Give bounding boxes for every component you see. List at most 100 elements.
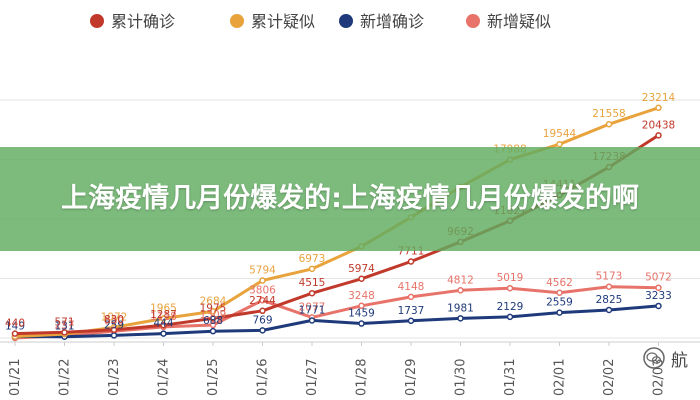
data-label-2-5: 769: [252, 314, 272, 326]
x-tick-label-4: 01/25: [206, 359, 221, 396]
data-label-0-7: 5974: [348, 263, 375, 275]
legend-marker-0[interactable]: [90, 14, 104, 28]
data-point-0-5[interactable]: [259, 307, 266, 315]
data-label-0-13: 20438: [642, 119, 675, 131]
data-label-3-7: 3248: [348, 290, 375, 302]
legend-label-3: 新增疑似: [487, 12, 551, 31]
data-point-3-9[interactable]: [457, 287, 464, 294]
data-label-3-2: 680: [104, 315, 124, 327]
data-point-2-12[interactable]: [605, 306, 613, 314]
data-point-1-6[interactable]: [308, 265, 316, 273]
data-point-2-2[interactable]: [110, 332, 118, 339]
x-tick-label-7: 01/28: [355, 359, 370, 396]
series-line-1: [14, 106, 659, 338]
watermark-text: 航: [671, 350, 688, 371]
x-tick-label-9: 01/30: [454, 359, 469, 396]
data-label-2-8: 1737: [398, 305, 425, 317]
watermark: 航: [643, 343, 700, 373]
data-point-2-13[interactable]: [655, 302, 662, 310]
data-label-2-12: 2825: [596, 294, 623, 306]
data-label-3-10: 5019: [497, 272, 524, 284]
data-point-2-11[interactable]: [556, 309, 563, 316]
data-label-1-13: 23214: [642, 92, 676, 104]
data-point-0-8[interactable]: [407, 258, 415, 265]
data-point-0-7[interactable]: [358, 275, 365, 283]
data-point-2-4[interactable]: [209, 327, 217, 335]
data-label-1-3: 1965: [150, 303, 177, 315]
series-line-3: [14, 285, 659, 340]
data-point-3-13[interactable]: [655, 284, 662, 291]
data-point-0-1[interactable]: [61, 329, 68, 336]
data-point-0-6[interactable]: [308, 289, 316, 297]
data-label-3-13: 5072: [645, 272, 672, 284]
data-label-2-0: 149: [5, 321, 25, 333]
x-tick-label-10: 01/31: [503, 359, 518, 396]
data-point-3-11[interactable]: [556, 289, 563, 297]
data-label-0-3: 1287: [150, 309, 177, 321]
data-label-1-4: 2684: [200, 295, 227, 307]
x-tick-label-11: 02/01: [553, 359, 568, 396]
data-point-0-2[interactable]: [110, 326, 118, 334]
data-label-3-3: 1118: [150, 311, 177, 323]
legend-label-1: 累计疑似: [251, 12, 315, 31]
data-label-2-4: 688: [203, 315, 223, 327]
data-point-3-7[interactable]: [358, 302, 365, 310]
legend-marker-2[interactable]: [339, 14, 353, 28]
data-label-0-6: 4515: [299, 277, 326, 289]
data-label-2-9: 1981: [447, 302, 474, 314]
data-point-0-13[interactable]: [655, 132, 662, 139]
wechat-icon: [643, 347, 665, 369]
data-label-1-5: 5794: [249, 265, 276, 277]
data-point-1-11[interactable]: [556, 140, 563, 148]
data-point-3-4[interactable]: [209, 321, 217, 329]
x-tick-label-3: 01/24: [157, 359, 172, 396]
data-point-0-3[interactable]: [160, 321, 167, 329]
data-label-3-4: 1309: [200, 309, 227, 321]
x-axis: 01/21 01/22 01/23 01/24 01/25 01/26 01/27 01/28…: [8, 342, 667, 396]
data-label-3-9: 4812: [447, 274, 474, 286]
legend-marker-3[interactable]: [466, 14, 480, 28]
data-point-1-5[interactable]: [259, 277, 266, 284]
data-point-1-13[interactable]: [655, 104, 662, 112]
data-label-2-7: 1459: [348, 308, 375, 320]
series-line-2: [14, 304, 659, 339]
data-point-3-8[interactable]: [407, 293, 415, 301]
legend-marker-1[interactable]: [230, 14, 244, 28]
data-point-2-10[interactable]: [506, 313, 514, 321]
data-point-3-5[interactable]: [259, 297, 266, 304]
data-label-1-2: 1072: [101, 311, 128, 323]
data-label-3-6: 2077: [299, 301, 326, 313]
data-label-2-11: 2559: [546, 297, 573, 309]
data-point-3-12[interactable]: [605, 283, 613, 290]
data-point-2-9[interactable]: [457, 315, 464, 322]
data-label-3-1: 257: [54, 319, 74, 331]
data-point-2-6[interactable]: [308, 317, 316, 324]
data-label-0-0: 440: [5, 318, 25, 330]
data-label-2-2: 259: [104, 319, 124, 331]
data-label-0-1: 571: [54, 316, 74, 328]
data-label-0-5: 2744: [249, 295, 276, 307]
data-label-1-6: 6973: [299, 253, 326, 265]
data-point-0-0[interactable]: [11, 330, 19, 337]
title-banner: 上海疫情几月份爆发的:上海疫情几月份爆发的啊: [0, 147, 700, 251]
data-label-3-12: 5173: [596, 271, 623, 283]
data-label-3-11: 4562: [546, 277, 573, 289]
data-label-2-10: 2129: [497, 301, 524, 313]
data-label-2-6: 1771: [299, 304, 326, 316]
data-label-3-5: 3806: [249, 284, 276, 296]
data-label-0-2: 830: [104, 314, 124, 326]
x-tick-label-8: 01/29: [404, 359, 419, 396]
data-point-0-4[interactable]: [209, 315, 217, 322]
data-point-2-5[interactable]: [259, 327, 266, 334]
data-point-3-10[interactable]: [506, 284, 514, 292]
data-point-1-3[interactable]: [160, 315, 167, 322]
data-label-2-1: 131: [54, 321, 74, 333]
data-label-0-4: 1975: [200, 302, 227, 314]
data-label-2-13: 3233: [645, 290, 672, 302]
data-point-2-8[interactable]: [407, 317, 415, 325]
data-point-1-4[interactable]: [209, 308, 217, 315]
data-point-2-7[interactable]: [358, 320, 365, 327]
data-point-1-12[interactable]: [605, 120, 613, 128]
data-point-2-3[interactable]: [160, 330, 167, 337]
data-label-1-11: 19544: [543, 128, 577, 140]
